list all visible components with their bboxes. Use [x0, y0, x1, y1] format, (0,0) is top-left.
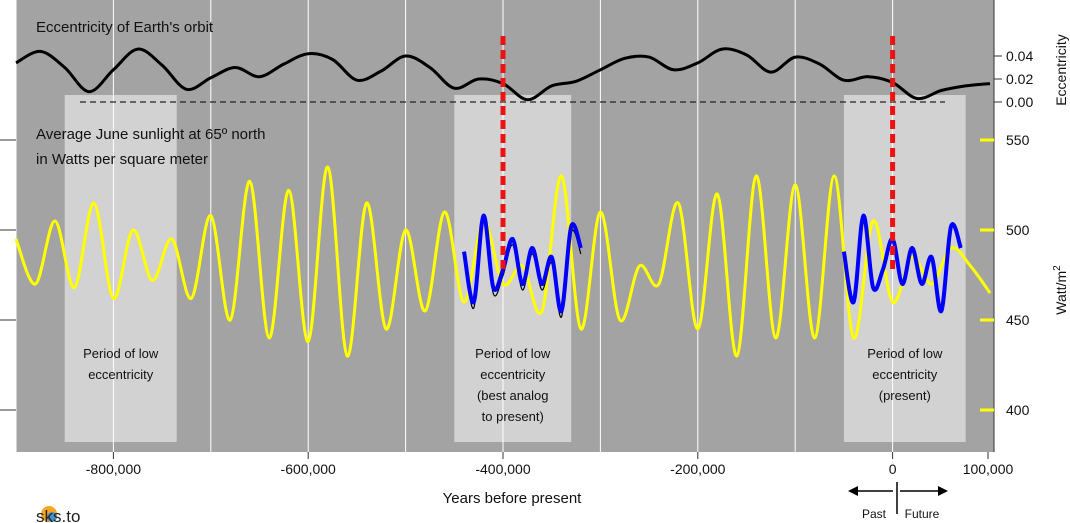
sun-tick-label: 500	[1006, 222, 1030, 238]
ecc-tick-label: 0.00	[1006, 94, 1033, 110]
x-tick-label: 0	[889, 461, 897, 477]
sun-tick-label: 450	[1006, 312, 1030, 328]
sunlight-line	[14, 165, 992, 358]
past-arrowhead	[848, 486, 858, 496]
x-tick-label: -600,000	[281, 461, 336, 477]
sun-tick-label: 400	[1006, 402, 1030, 418]
red-markers	[500, 36, 896, 272]
region-label-3: Period of low eccentricity (present)	[867, 346, 943, 403]
ecc-tick-label: 0.02	[1006, 71, 1033, 87]
past-future-indicator: Past Future	[848, 482, 948, 521]
x-axis-label: Years before present	[443, 490, 583, 507]
ecc-tick-label: 0.04	[1006, 48, 1033, 64]
x-tick-label: -200,000	[670, 461, 725, 477]
ylabel-eccentricity: Eccentricity	[1053, 34, 1069, 106]
analog-line-present	[841, 213, 963, 314]
panel-title-sunlight-line1: Average June sunlight at 65º north	[36, 126, 266, 143]
analog-series	[462, 213, 963, 318]
analog-line-past	[462, 213, 583, 314]
region-labels: Period of low eccentricity Period of low ec…	[83, 346, 943, 424]
sun-tick-label: 550	[1006, 132, 1030, 148]
logo-icon-inner	[47, 512, 57, 522]
panel-title-sunlight-line2: in Watts per square meter	[36, 151, 208, 168]
ylabel-sunlight: Watt/m2	[1052, 265, 1069, 315]
future-label: Future	[905, 507, 940, 521]
panel-title-eccentricity: Eccentricity of Earth's orbit	[36, 19, 214, 36]
future-arrowhead	[938, 486, 948, 496]
logo-text: sks.to	[36, 507, 80, 523]
y-axis: 0.04 0.02 0.00 550 500 450 400	[980, 48, 1033, 418]
region-label-2: Period of low eccentricity (best analog to …	[475, 346, 551, 424]
x-axis: -800,000 -600,000 -400,000 -200,000 0 100,000	[86, 452, 1014, 477]
x-tick-label: 100,000	[963, 461, 1014, 477]
sks-logo: sks.to	[36, 506, 80, 523]
region-label-1: Period of low eccentricity	[83, 346, 159, 382]
past-label: Past	[862, 507, 887, 521]
x-tick-label: -800,000	[86, 461, 141, 477]
sunlight-series	[14, 165, 992, 358]
x-tick-label: -400,000	[475, 461, 530, 477]
